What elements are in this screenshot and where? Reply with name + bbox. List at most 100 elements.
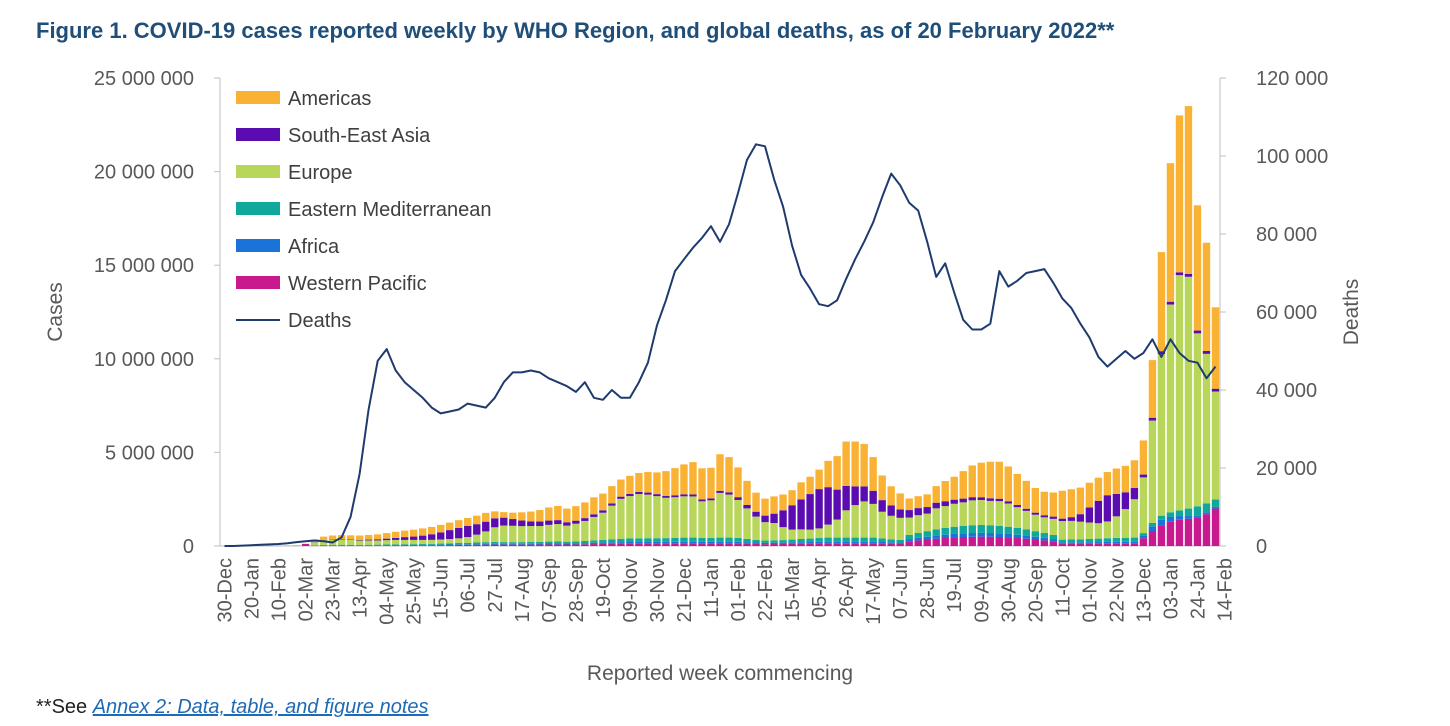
bar-eastern-mediterranean <box>590 540 598 543</box>
bar-western-pacific <box>509 544 517 546</box>
bar-eastern-mediterranean <box>779 540 787 543</box>
bar-eastern-mediterranean <box>1103 538 1112 542</box>
bar-africa <box>671 541 679 544</box>
bar-eastern-mediterranean <box>617 538 625 543</box>
bar-americas <box>355 535 364 540</box>
bar-western-pacific <box>455 544 463 546</box>
bar-south-east-asia <box>860 486 868 502</box>
bar-south-east-asia <box>707 498 715 501</box>
bar-europe <box>1022 510 1030 530</box>
x-tick-label: 22-Feb <box>755 558 777 621</box>
bar-western-pacific <box>473 544 481 546</box>
bar-western-pacific <box>437 545 445 546</box>
bar-south-east-asia <box>410 536 418 540</box>
bar-south-east-asia <box>1103 495 1112 522</box>
bar-eastern-mediterranean <box>1067 539 1076 543</box>
bar-eastern-mediterranean <box>932 529 940 536</box>
bar-eastern-mediterranean <box>581 540 589 544</box>
bar-americas <box>716 454 724 491</box>
y-tick-label: 10 000 000 <box>94 349 194 371</box>
bar-americas <box>1193 205 1202 331</box>
bar-south-east-asia <box>1184 273 1193 277</box>
bar-south-east-asia <box>590 514 598 517</box>
bar-eastern-mediterranean <box>1139 533 1148 536</box>
annex-link[interactable]: Annex 2: Data, table, and figure notes <box>92 696 429 718</box>
bar-americas <box>328 535 337 540</box>
bar-eastern-mediterranean <box>977 525 985 533</box>
bar-americas <box>788 490 796 506</box>
bar-europe <box>923 513 931 532</box>
x-tick-label: 04-May <box>377 558 399 625</box>
bar-americas <box>662 471 670 496</box>
bar-south-east-asia <box>869 490 877 504</box>
bar-europe <box>1076 521 1085 540</box>
bar-europe <box>527 526 535 543</box>
bar-europe <box>428 539 436 544</box>
bar-americas <box>1049 492 1058 517</box>
bar-western-pacific <box>382 545 391 546</box>
bar-south-east-asia <box>761 515 769 523</box>
bar-eastern-mediterranean <box>500 542 508 544</box>
bar-eastern-mediterranean <box>725 537 733 542</box>
bar-western-pacific <box>851 543 859 546</box>
bar-europe <box>698 501 706 538</box>
bar-south-east-asia <box>644 492 652 495</box>
bar-africa <box>644 541 652 544</box>
bar-eastern-mediterranean <box>770 540 778 543</box>
bar-eastern-mediterranean <box>923 531 931 537</box>
bar-south-east-asia <box>1076 514 1085 522</box>
legend-label-americas: Americas <box>288 88 371 110</box>
x-tick-label: 30-Dec <box>215 558 237 622</box>
bar-americas <box>527 511 535 522</box>
bar-africa <box>959 533 967 537</box>
bar-eastern-mediterranean <box>355 544 364 546</box>
bar-africa <box>788 542 796 544</box>
bar-eastern-mediterranean <box>391 544 400 546</box>
bar-europe <box>716 492 724 538</box>
legend-label-europe: Europe <box>288 162 353 184</box>
bar-south-east-asia <box>905 510 913 518</box>
bar-eastern-mediterranean <box>734 537 742 542</box>
bar-eastern-mediterranean <box>599 539 607 543</box>
bar-africa <box>1004 533 1012 538</box>
bar-africa <box>1085 542 1094 544</box>
bar-africa <box>563 543 571 545</box>
bar-americas <box>1148 360 1157 418</box>
bar-western-pacific <box>734 543 742 546</box>
bar-south-east-asia <box>1013 505 1021 508</box>
bar-europe <box>310 542 319 546</box>
x-tick-label: 13-Apr <box>350 558 372 618</box>
bar-africa <box>725 541 733 544</box>
bar-south-east-asia <box>878 500 886 512</box>
bar-eastern-mediterranean <box>671 537 679 542</box>
bar-europe <box>1085 522 1094 540</box>
bar-europe <box>1004 503 1012 527</box>
bar-south-east-asia <box>977 497 985 501</box>
bar-western-pacific <box>518 544 526 546</box>
bar-eastern-mediterranean <box>761 540 769 543</box>
bar-americas <box>1139 440 1148 475</box>
bar-south-east-asia <box>1058 518 1067 522</box>
bar-europe <box>355 540 364 545</box>
bar-africa <box>581 543 589 545</box>
bar-europe <box>1139 477 1148 534</box>
deaths-line <box>224 143 1217 547</box>
bar-south-east-asia <box>1004 501 1012 504</box>
legend-label-western-pacific: Western Pacific <box>288 273 427 295</box>
bar-africa <box>509 543 517 545</box>
bar-africa <box>851 541 859 544</box>
bar-africa <box>716 541 724 544</box>
bar-south-east-asia <box>626 493 634 497</box>
bar-americas <box>410 529 418 537</box>
bar-western-pacific <box>590 544 598 546</box>
bar-europe <box>995 501 1003 526</box>
bar-americas <box>437 524 445 533</box>
bar-americas <box>346 535 355 540</box>
bar-americas <box>554 505 562 521</box>
bar-europe <box>1049 518 1058 535</box>
bar-eastern-mediterranean <box>1184 508 1193 517</box>
y-tick-label: 20 000 000 <box>94 162 194 184</box>
bar-south-east-asia <box>1094 500 1103 524</box>
bar-africa <box>1193 515 1202 518</box>
bar-western-pacific <box>301 543 310 546</box>
